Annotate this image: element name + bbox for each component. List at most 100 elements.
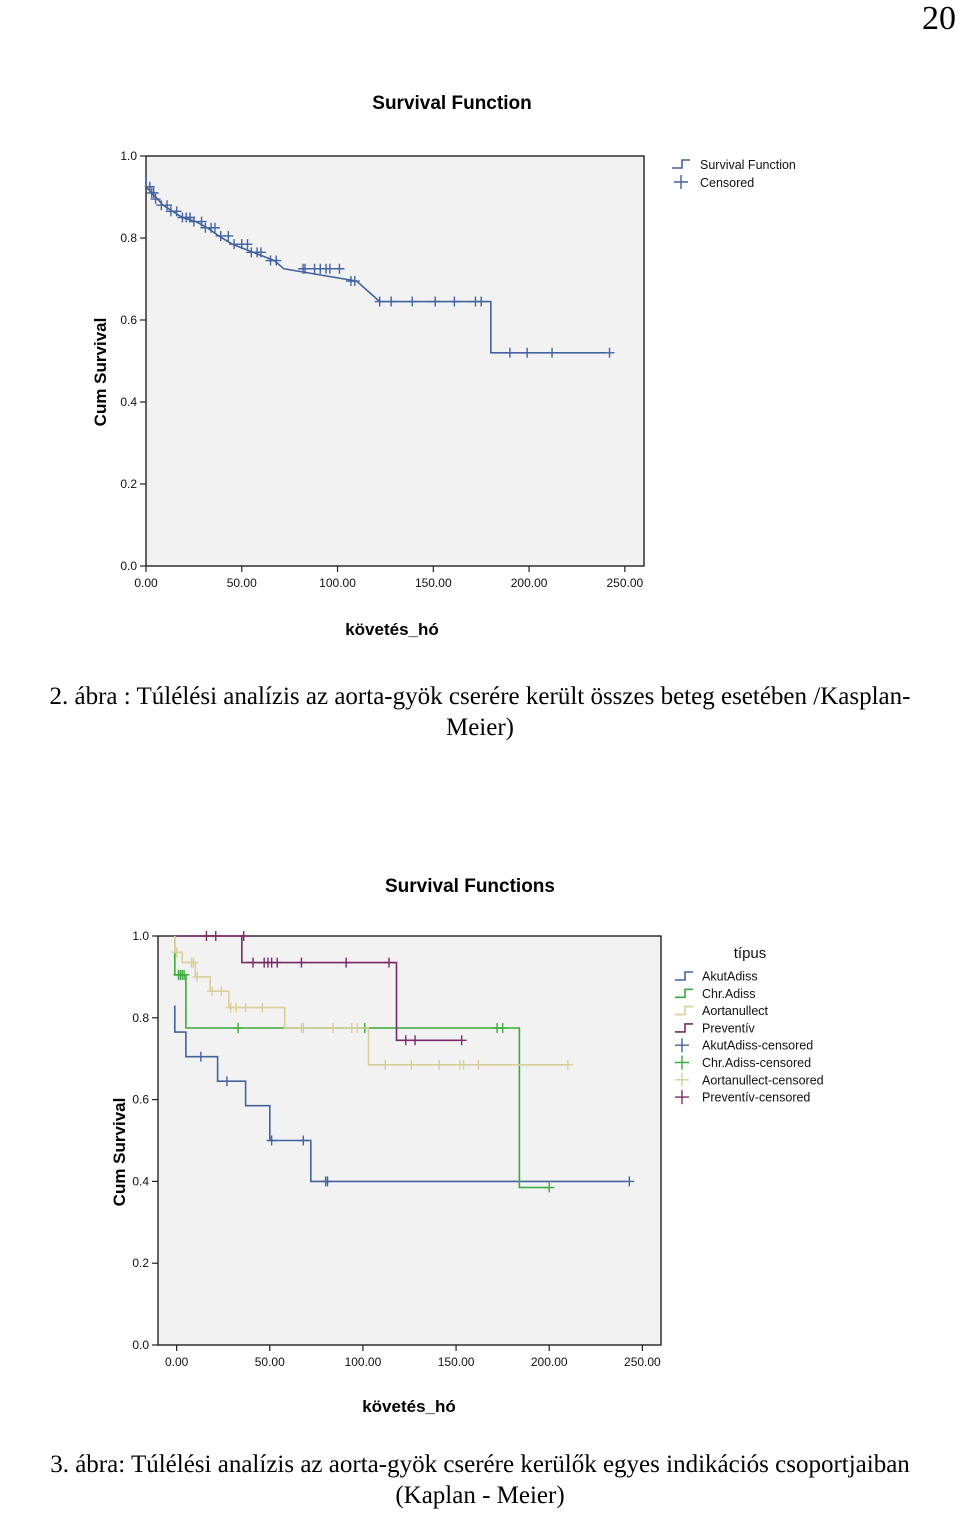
censored-mark — [296, 957, 307, 968]
legend-label: AkutAdiss-censored — [702, 1039, 813, 1053]
censored-mark — [434, 1059, 445, 1070]
censored-mark — [298, 1023, 309, 1034]
figure2-caption-line2: Meier) — [445, 714, 515, 741]
y-axis-label: Cum Survival — [91, 318, 110, 427]
legend-label: Preventív — [702, 1021, 756, 1035]
censored-mark — [271, 255, 282, 266]
censored-mark — [257, 1002, 268, 1013]
x-tick-label: 200.00 — [511, 576, 548, 590]
series-line — [174, 1005, 626, 1183]
censored-mark — [162, 200, 173, 211]
x-tick-label: 200.00 — [531, 1355, 568, 1369]
figure2-chart-title: Survival Function — [372, 93, 532, 114]
censored-mark — [179, 969, 190, 980]
censored-mark — [458, 1059, 469, 1070]
censored-mark — [328, 1023, 339, 1034]
censored-mark — [298, 1135, 309, 1146]
censored-mark — [266, 1135, 277, 1146]
y-tick-label: 0.0 — [132, 1338, 149, 1352]
y-tick-label: 0.4 — [132, 1174, 149, 1188]
figure3-survival-chart: 0.0 0.2 0.4 0.6 0.8 1.0 0.00 50.00 100.00 150.00 2… — [110, 929, 824, 1416]
censored-mark — [207, 986, 218, 997]
legend-line-icon — [672, 159, 690, 169]
x-axis-label: követés_hó — [345, 620, 439, 639]
censored-mark — [384, 957, 395, 968]
censored-mark — [209, 222, 220, 233]
censored-mark — [242, 239, 253, 250]
censored-mark — [352, 1023, 363, 1034]
x-tick-label: 250.00 — [606, 576, 643, 590]
censored-mark — [406, 1059, 417, 1070]
legend-label: Preventív-censored — [702, 1091, 810, 1105]
legend-line-icon — [675, 988, 693, 999]
censored-mark — [400, 1035, 411, 1046]
censored-mark — [150, 194, 161, 205]
x-tick-label: 0.00 — [165, 1355, 189, 1369]
plot-area — [145, 155, 645, 567]
legend-censored-icon — [674, 175, 688, 189]
page-number: 20 — [922, 0, 956, 37]
legend-line-icon — [675, 1023, 693, 1033]
legend-line-icon — [675, 971, 693, 981]
censored-mark — [233, 1023, 244, 1034]
y-tick-label: 0.0 — [120, 559, 137, 573]
x-tick-label: 50.00 — [255, 1355, 285, 1369]
legend-label: Censored — [700, 176, 754, 190]
figure2-survival-chart: 0.0 0.2 0.4 0.6 0.8 1.0 0.00 50.00 100.00 150.00 2… — [91, 149, 796, 639]
censored-mark — [272, 957, 283, 968]
legend-label: Aortanullect-censored — [702, 1073, 824, 1087]
censored-mark — [456, 1035, 467, 1046]
y-tick-label: 0.4 — [120, 395, 137, 409]
legend-line-icon — [675, 1005, 693, 1016]
legend-censored-icon — [675, 1055, 689, 1070]
y-tick-label: 0.2 — [132, 1256, 149, 1270]
censored-mark — [148, 187, 159, 198]
legend-label: Chr.Adiss — [702, 987, 756, 1001]
censored-mark — [223, 230, 234, 241]
censored-mark — [476, 296, 487, 307]
censored-mark — [410, 1035, 421, 1046]
x-axis-label: követés_hó — [362, 1397, 456, 1416]
censored-mark — [171, 206, 182, 217]
legend-censored-icon — [675, 1038, 689, 1053]
censored-mark — [504, 347, 515, 358]
censored-mark — [544, 1182, 555, 1193]
censored-mark — [449, 296, 460, 307]
y-tick-label: 1.0 — [120, 149, 137, 163]
censored-mark — [430, 296, 441, 307]
figure3-caption-line1: 3. ábra: Túlélési analízis az aorta-gyök… — [50, 1451, 910, 1478]
figure3-caption-line2: (Kaplan - Meier) — [395, 1482, 565, 1509]
censored-mark — [380, 1059, 391, 1070]
figure3-caption: 3. ábra: Túlélési analízis az aorta-gyök… — [0, 1449, 960, 1511]
censored-mark — [188, 957, 199, 968]
x-tick-label: 100.00 — [345, 1355, 382, 1369]
y-tick-label: 0.6 — [120, 313, 137, 327]
y-axis-label: Cum Survival — [110, 1098, 129, 1207]
figure2-caption-line1: 2. ábra : Túlélési analízis az aorta-gyö… — [49, 683, 911, 710]
x-tick-label: 100.00 — [319, 576, 356, 590]
censored-mark — [171, 947, 182, 958]
legend-label: Chr.Adiss-censored — [702, 1056, 811, 1070]
censored-mark — [322, 1176, 333, 1187]
censored-mark — [195, 1051, 206, 1062]
x-tick-label: 150.00 — [415, 576, 452, 590]
y-tick-label: 0.2 — [120, 477, 137, 491]
censored-mark — [192, 971, 203, 982]
x-tick-label: 50.00 — [227, 576, 257, 590]
censored-mark — [604, 347, 615, 358]
censored-mark — [497, 1023, 508, 1034]
x-tick-label: 150.00 — [438, 1355, 475, 1369]
censored-mark — [624, 1176, 635, 1187]
censored-mark — [196, 216, 207, 227]
censored-mark — [374, 296, 385, 307]
censored-mark — [349, 276, 360, 287]
censored-mark — [221, 1076, 232, 1087]
legend-censored-icon — [675, 1090, 689, 1105]
x-tick-label: 0.00 — [134, 576, 158, 590]
censored-mark — [407, 296, 418, 307]
censored-mark — [562, 1059, 573, 1070]
censored-mark — [240, 1002, 251, 1013]
y-tick-label: 0.8 — [120, 231, 137, 245]
censored-mark — [547, 347, 558, 358]
censored-mark — [473, 1059, 484, 1070]
